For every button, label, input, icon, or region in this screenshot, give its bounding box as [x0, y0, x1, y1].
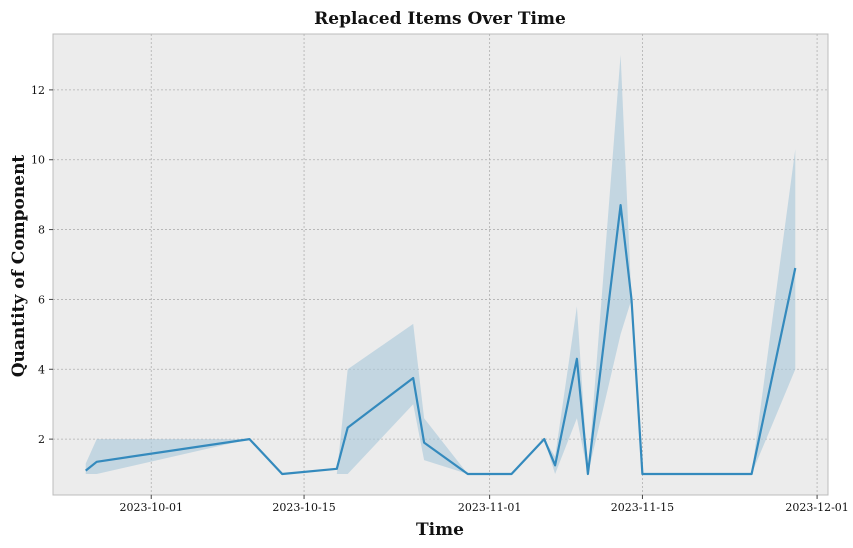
- x-tick-label: 2023-10-01: [120, 501, 183, 514]
- y-tick-label: 12: [31, 84, 45, 97]
- y-tick-label: 10: [31, 154, 45, 167]
- y-axis-label: Quantity of Component: [9, 155, 29, 378]
- y-tick-label: 8: [38, 224, 45, 237]
- grid: [53, 34, 828, 495]
- plot-area: [52, 33, 829, 496]
- x-axis-label: Time: [416, 520, 464, 540]
- x-axis: 2023-10-01 2023-10-15 2023-11-01 2023-11-15…: [120, 495, 849, 514]
- x-tick-label: 2023-12-01: [785, 501, 848, 514]
- confidence-band: [85, 55, 796, 474]
- y-axis: 2 4 6 8 10 12: [31, 84, 53, 446]
- chart-title: Replaced Items Over Time: [314, 9, 566, 29]
- y-tick-label: 4: [38, 363, 45, 376]
- x-tick-label: 2023-11-15: [611, 501, 674, 514]
- series-line: [85, 204, 797, 476]
- x-tick-label: 2023-11-01: [458, 501, 521, 514]
- x-tick-label: 2023-10-15: [272, 501, 335, 514]
- y-tick-label: 2: [38, 433, 45, 446]
- y-tick-label: 6: [38, 293, 45, 306]
